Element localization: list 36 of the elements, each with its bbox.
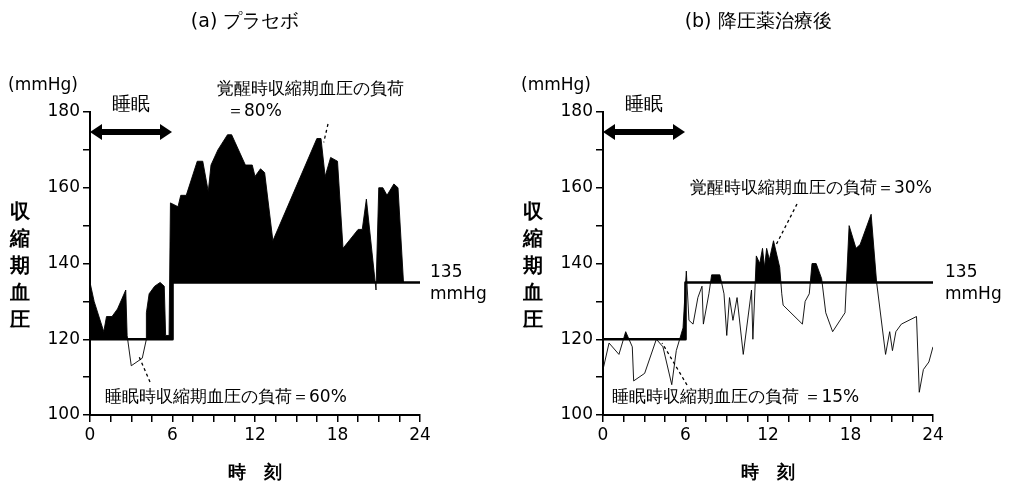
annotation: 睡眠時収縮期血圧の負荷＝60%: [105, 386, 347, 406]
annotation: 135 mmHg: [945, 261, 1002, 304]
x-tick-label: 24: [409, 423, 431, 444]
x-tick-label: 24: [922, 423, 944, 444]
y-tick-label: 100: [560, 403, 593, 424]
y-tick-label: 180: [560, 100, 593, 121]
chart-title: (b) 降圧薬治療後: [684, 9, 832, 31]
annotation: 睡眠時収縮期血圧の負荷 ＝15%: [612, 386, 860, 406]
x-tick-label: 18: [326, 423, 349, 444]
x-tick-label: 6: [680, 423, 691, 444]
y-tick-label: 140: [560, 251, 593, 272]
y-axis-title: 収縮期血圧: [9, 198, 31, 331]
y-tick-label: 120: [47, 327, 80, 348]
y-axis-title: 収縮期血圧: [522, 198, 544, 331]
x-axis-title: 時 刻: [741, 461, 795, 482]
y-tick-label: 160: [560, 176, 593, 197]
x-tick-label: 12: [244, 423, 266, 444]
annotation: 睡眠: [625, 92, 663, 114]
y-tick-label: 120: [560, 327, 593, 348]
y-tick-label: 160: [47, 176, 80, 197]
chart-title: (a) プラセボ: [190, 9, 300, 31]
text: (mmHg): [521, 74, 591, 94]
x-tick-label: 6: [167, 423, 178, 444]
x-axis-title: 時 刻: [228, 461, 282, 482]
annotation: 覚醒時収縮期血圧の負荷＝30%: [690, 177, 932, 197]
x-tick-label: 18: [839, 423, 862, 444]
x-tick-label: 12: [757, 423, 779, 444]
annotation: 135 mmHg: [430, 261, 487, 304]
annotation: 覚醒時収縮期血圧の負荷＝80%: [217, 78, 404, 120]
annotation: 睡眠: [112, 92, 150, 114]
y-tick-label: 140: [47, 251, 80, 272]
text: (mmHg): [8, 74, 78, 94]
x-tick-label: 0: [597, 423, 609, 444]
y-tick-label: 100: [47, 403, 80, 424]
x-tick-label: 0: [84, 423, 96, 444]
y-tick-label: 180: [47, 100, 80, 121]
